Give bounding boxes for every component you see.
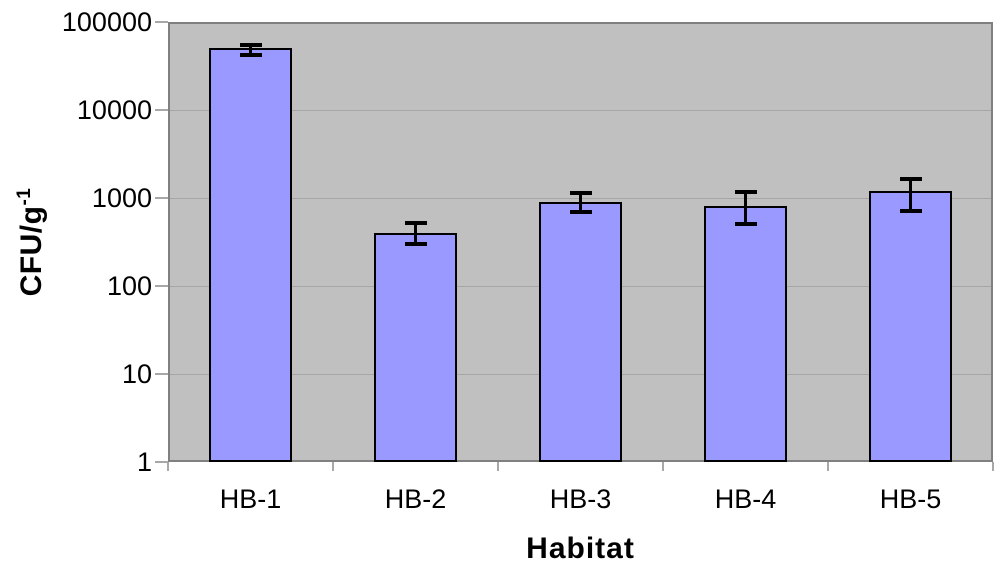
error-bar-cap-top-HB-4: [734, 189, 757, 194]
error-bar-cap-bottom-HB-4: [734, 221, 757, 226]
bar-HB-5: [869, 191, 952, 462]
x-tick-mark-2: [497, 462, 499, 471]
y-tick-mark-1000: [155, 197, 168, 199]
y-tick-mark-1: [155, 461, 168, 463]
error-bar-cap-top-HB-2: [404, 220, 427, 225]
error-bar-cap-bottom-HB-3: [569, 209, 592, 214]
y-tick-mark-100: [155, 285, 168, 287]
y-tick-label-10: 10: [121, 359, 152, 389]
x-tick-mark-1: [332, 462, 334, 471]
error-bar-cap-bottom-HB-1: [239, 53, 262, 58]
error-bar-cap-bottom-HB-2: [404, 242, 427, 246]
error-bar-cap-bottom-HB-5: [899, 209, 922, 214]
y-tick-label-1000: 1000: [91, 183, 152, 213]
gridline-10000: [170, 110, 991, 111]
error-bar-line-HB-5: [909, 178, 912, 212]
bar-HB-1: [209, 48, 292, 462]
y-tick-mark-100000: [155, 21, 168, 23]
error-bar-line-HB-4: [744, 191, 747, 224]
error-bar-cap-top-HB-1: [239, 42, 262, 47]
x-tick-mark-0: [167, 462, 169, 471]
y-tick-mark-10: [155, 373, 168, 375]
error-bar-line-HB-2: [414, 222, 417, 244]
bar-HB-2: [374, 233, 457, 462]
error-bar-cap-top-HB-5: [899, 176, 922, 181]
x-tick-mark-5: [992, 462, 994, 471]
x-tick-mark-4: [827, 462, 829, 471]
x-tick-label-HB-1: HB-1: [219, 484, 282, 514]
bar-HB-3: [539, 202, 622, 462]
x-axis-title: Habitat: [526, 532, 635, 565]
bar-HB-4: [704, 205, 787, 462]
x-tick-label-HB-2: HB-2: [384, 484, 447, 514]
x-tick-label-HB-3: HB-3: [549, 484, 612, 514]
y-tick-label-100: 100: [106, 271, 152, 301]
x-tick-label-HB-4: HB-4: [714, 484, 777, 514]
error-bar-line-HB-1: [249, 44, 252, 56]
x-tick-mark-3: [662, 462, 664, 471]
error-bar-line-HB-3: [579, 192, 582, 212]
y-tick-label-1: 1: [136, 447, 152, 477]
y-tick-label-100000: 100000: [61, 7, 152, 37]
y-tick-mark-10000: [155, 109, 168, 111]
error-bar-cap-top-HB-3: [569, 190, 592, 195]
y-axis-title-superscript: -1: [14, 187, 35, 206]
x-tick-label-HB-5: HB-5: [879, 484, 942, 514]
y-tick-label-10000: 10000: [76, 95, 152, 125]
